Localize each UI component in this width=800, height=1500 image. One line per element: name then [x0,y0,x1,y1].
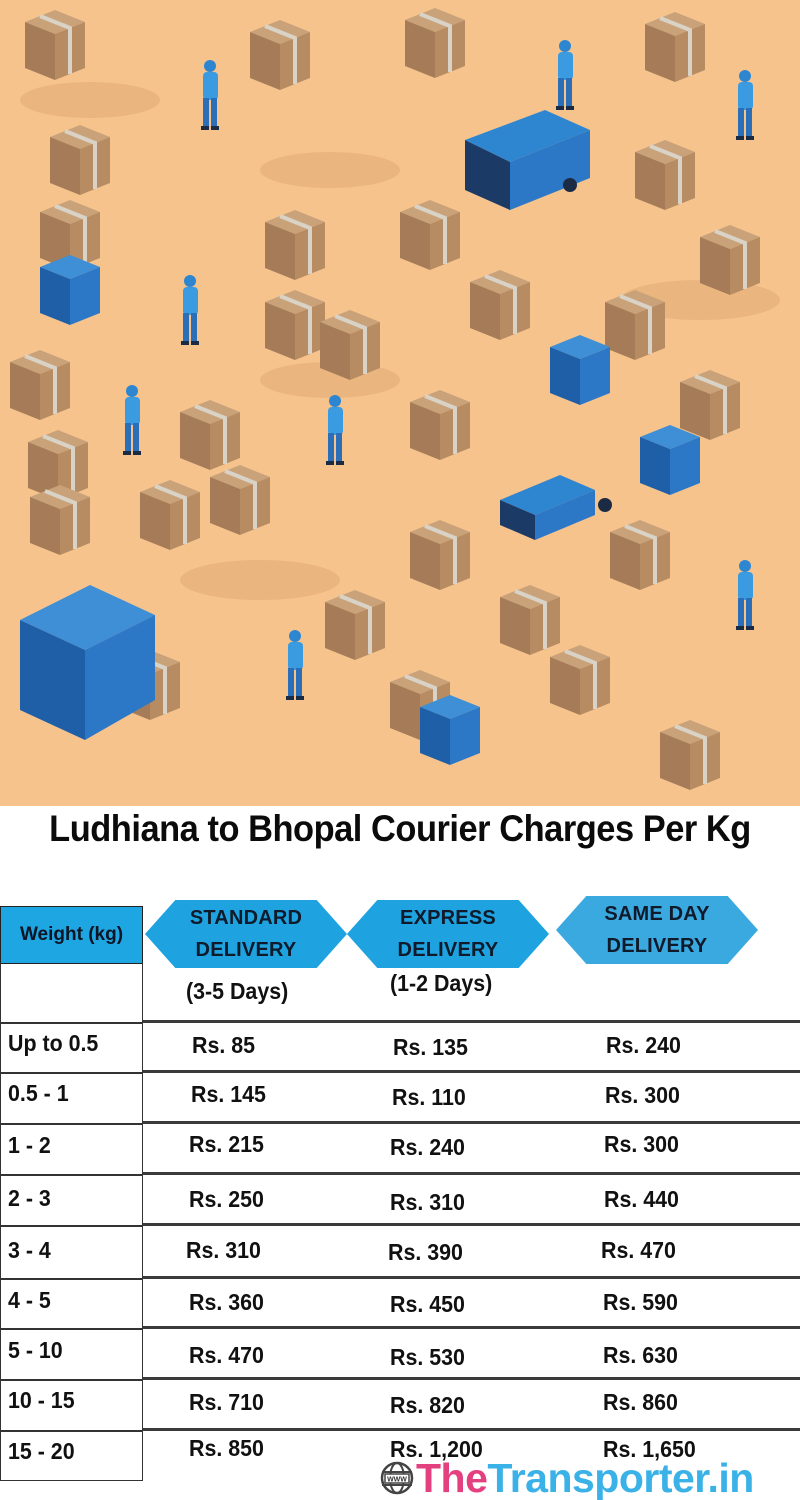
logo-text-transporter: Transporter.in [487,1455,754,1500]
standard-price-cell: Rs. 360 [189,1289,264,1315]
standard-price-cell: Rs. 470 [189,1342,264,1368]
row-divider [0,1123,143,1125]
same-day-price-cell: Rs. 300 [604,1131,679,1157]
courier-warehouse-illustration [8,6,780,792]
express-price-cell: Rs. 135 [393,1034,468,1060]
weight-cell: 15 - 20 [8,1438,75,1464]
row-divider [0,1379,143,1381]
row-divider [143,1377,800,1380]
standard-price-cell: Rs. 85 [192,1032,256,1058]
header-line2: DELIVERY [195,939,297,961]
weight-cell: Up to 0.5 [8,1030,99,1056]
www-globe-icon: WWW [380,1461,414,1495]
standard-price-cell: Rs. 710 [189,1389,264,1415]
same-day-price-cell: Rs. 630 [603,1342,678,1368]
row-divider [0,1430,143,1432]
express-price-cell: Rs. 820 [390,1392,465,1418]
standard-price-cell: Rs. 250 [189,1186,264,1212]
weight-cell: 2 - 3 [8,1185,51,1211]
same-day-price-cell: Rs. 1,650 [603,1436,696,1462]
weight-cell: 0.5 - 1 [8,1080,69,1106]
express-price-cell: Rs. 110 [392,1084,466,1110]
row-divider [0,1174,143,1176]
row-divider [0,1022,143,1024]
weight-cell: 10 - 15 [8,1387,75,1413]
row-divider [0,1278,143,1280]
page-title: Ludhiana to Bhopal Courier Charges Per K… [49,808,751,849]
standard-price-cell: Rs. 310 [186,1237,261,1263]
same-day-price-cell: Rs. 300 [605,1082,680,1108]
same-day-price-cell: Rs. 470 [601,1237,676,1263]
row-divider [0,1225,143,1227]
express-price-cell: Rs. 390 [388,1239,463,1265]
weight-cell: 1 - 2 [8,1132,51,1158]
express-price-cell: Rs. 530 [390,1344,465,1370]
header-line1: SAME DAY [604,903,710,925]
hero-illustration [0,0,800,806]
logo-text-the: The [416,1455,488,1500]
header-line1: EXPRESS [400,907,496,929]
header-line2: DELIVERY [606,935,708,957]
weight-cell: 4 - 5 [8,1287,51,1313]
row-divider [143,1121,800,1124]
express-delivery-header: EXPRESS DELIVERY [347,900,549,968]
standard-delivery-header: STANDARD DELIVERY [145,900,347,968]
same-day-price-cell: Rs. 440 [604,1186,679,1212]
weight-cell: 5 - 10 [8,1337,63,1363]
standard-price-cell: Rs. 215 [189,1131,264,1157]
standard-price-cell: Rs. 145 [191,1081,266,1107]
row-divider [0,1328,143,1330]
header-line1: STANDARD [189,907,303,929]
row-divider [143,1020,800,1023]
row-divider [143,1223,800,1226]
svg-text:WWW: WWW [387,1477,407,1484]
express-duration: (1-2 Days) [390,970,493,996]
standard-duration: (3-5 Days) [186,978,289,1004]
express-price-cell: Rs. 240 [390,1134,465,1160]
same-day-price-cell: Rs. 590 [603,1289,678,1315]
weight-cell: 3 - 4 [8,1237,51,1263]
same-day-price-cell: Rs. 240 [606,1032,681,1058]
weight-column-header: Weight (kg) [0,906,143,964]
header-line2: DELIVERY [397,939,499,961]
row-divider [143,1070,800,1073]
row-divider [143,1172,800,1175]
same-day-price-cell: Rs. 860 [603,1389,678,1415]
row-divider [143,1276,800,1279]
same-day-delivery-header: SAME DAY DELIVERY [556,896,758,964]
site-logo[interactable]: WWW The Transporter.in [380,1456,754,1500]
express-price-cell: Rs. 1,200 [390,1436,483,1462]
row-divider [143,1326,800,1329]
weight-column-box [0,963,143,1481]
express-price-cell: Rs. 450 [390,1291,465,1317]
standard-price-cell: Rs. 850 [189,1435,264,1461]
row-divider [143,1428,800,1431]
express-price-cell: Rs. 310 [390,1189,465,1215]
row-divider [0,1072,143,1074]
